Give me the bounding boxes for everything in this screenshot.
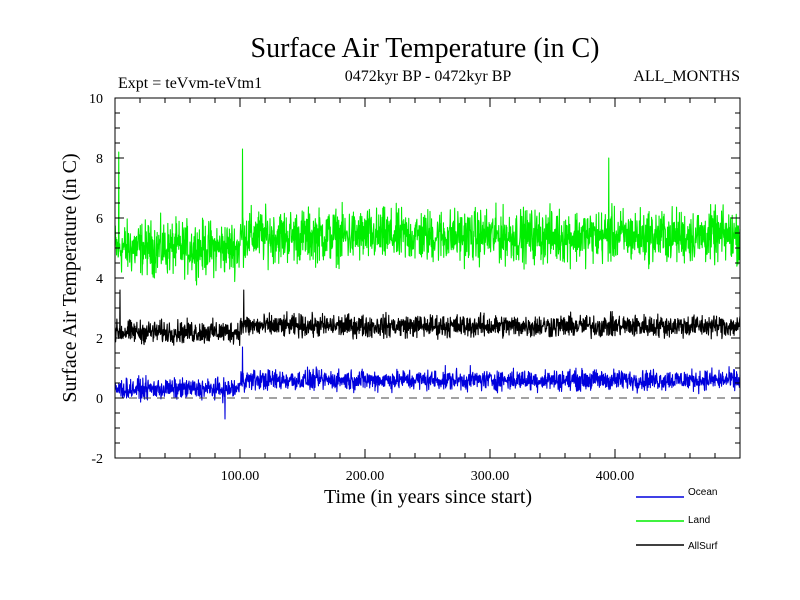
y-tick-label: 2 (96, 332, 103, 347)
series-line-allsurf (114, 289, 741, 347)
y-tick-label: 8 (96, 152, 103, 167)
legend-label-allsurf: AllSurf (688, 541, 718, 552)
legend: Ocean Land AllSurf (636, 487, 718, 552)
y-tick-label: 10 (89, 92, 103, 107)
y-tick-label: 6 (96, 212, 103, 227)
chart-title: Surface Air Temperature (in C) (251, 33, 600, 64)
legend-label-ocean: Ocean (688, 487, 717, 498)
months-label: ALL_MONTHS (633, 68, 740, 85)
legend-item-ocean: Ocean (636, 487, 717, 498)
legend-item-allsurf: AllSurf (636, 541, 718, 552)
series-line-land (114, 148, 741, 286)
series-layer (114, 148, 741, 420)
tick-layer: 100.00 200.00 300.00 400.00 -2 0 2 4 6 8 10 (89, 92, 740, 484)
y-axis-label: Surface Air Temperature (in C) (59, 153, 81, 402)
series-line-ocean (114, 346, 741, 420)
legend-label-land: Land (688, 515, 710, 526)
y-tick-label: 4 (96, 272, 103, 287)
x-tick-label: 400.00 (596, 469, 635, 484)
y-tick-label: -2 (91, 452, 103, 467)
x-tick-label: 200.00 (346, 469, 385, 484)
legend-item-land: Land (636, 515, 710, 526)
y-tick-label: 0 (96, 392, 103, 407)
x-tick-label: 300.00 (471, 469, 510, 484)
plot-frame (114, 97, 741, 459)
x-tick-label: 100.00 (221, 469, 260, 484)
chart-subtitle: 0472kyr BP - 0472kyr BP (345, 68, 512, 85)
x-axis-label: Time (in years since start) (324, 486, 532, 508)
experiment-label: Expt = teVvm-teVtm1 (118, 75, 262, 92)
